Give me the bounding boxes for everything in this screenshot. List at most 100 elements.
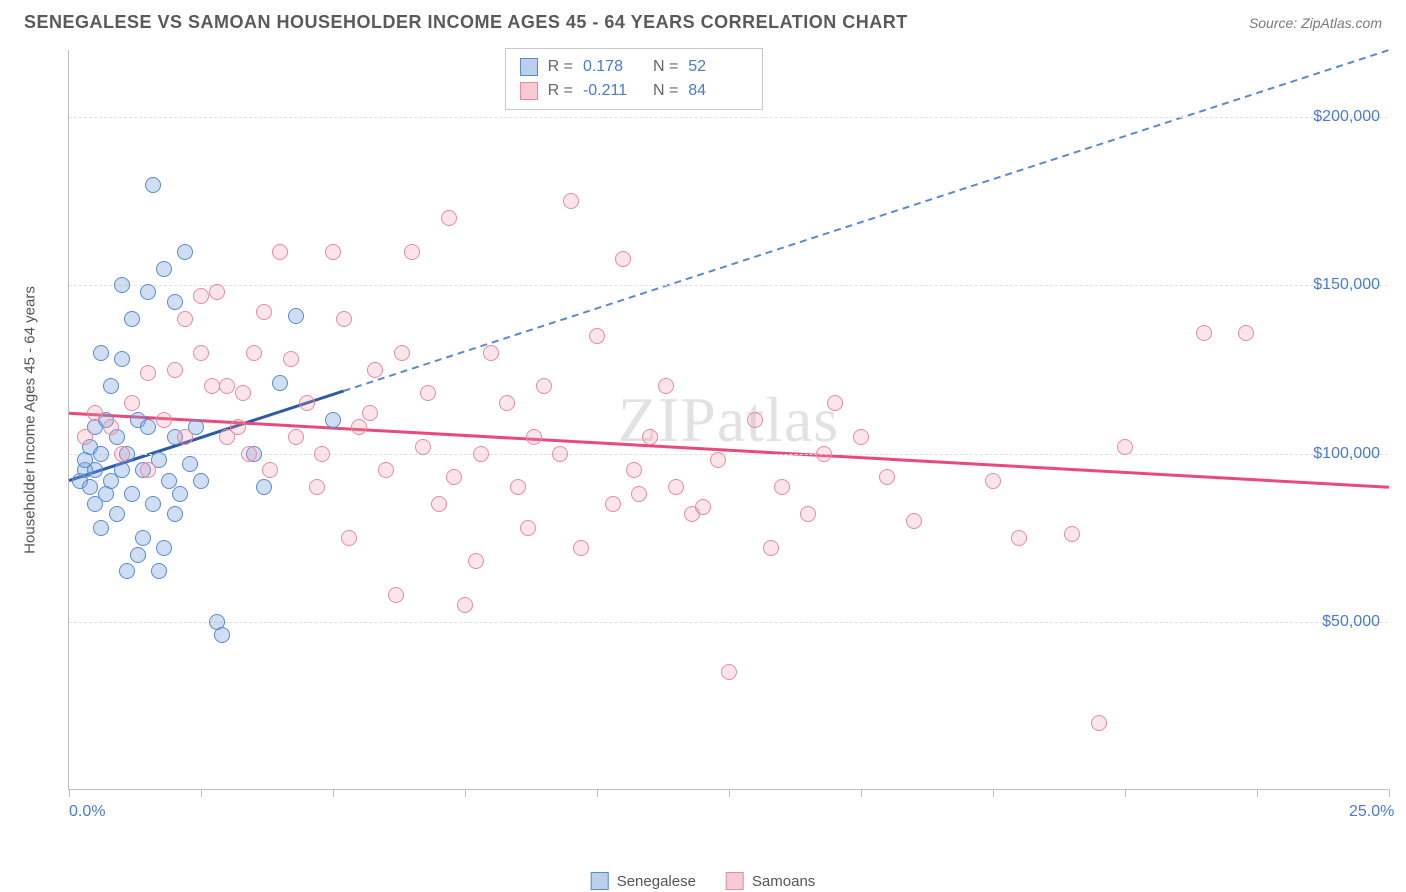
data-point — [124, 311, 140, 327]
data-point — [473, 446, 489, 462]
data-point — [87, 462, 103, 478]
data-point — [827, 395, 843, 411]
x-tick — [1125, 789, 1126, 797]
data-point — [272, 375, 288, 391]
data-point — [378, 462, 394, 478]
data-point — [145, 496, 161, 512]
data-point — [177, 429, 193, 445]
data-point — [299, 395, 315, 411]
data-point — [246, 345, 262, 361]
data-point — [93, 345, 109, 361]
x-tick — [1257, 789, 1258, 797]
data-point — [457, 597, 473, 613]
stats-row: R = 0.178N = 52 — [520, 55, 749, 79]
gridline — [69, 454, 1388, 455]
swatch-icon — [591, 872, 609, 890]
x-tick — [597, 789, 598, 797]
data-point — [1064, 526, 1080, 542]
data-point — [388, 587, 404, 603]
data-point — [879, 469, 895, 485]
data-point — [156, 412, 172, 428]
data-point — [288, 429, 304, 445]
data-point — [325, 412, 341, 428]
data-point — [415, 439, 431, 455]
data-point — [483, 345, 499, 361]
legend-item-senegalese: Senegalese — [591, 872, 696, 890]
x-tick-label: 25.0% — [1349, 803, 1394, 821]
stats-row: R = -0.211N = 84 — [520, 79, 749, 103]
data-point — [219, 429, 235, 445]
data-point — [288, 308, 304, 324]
data-point — [109, 506, 125, 522]
data-point — [177, 311, 193, 327]
data-point — [256, 479, 272, 495]
data-point — [563, 193, 579, 209]
gridline — [69, 622, 1388, 623]
data-point — [468, 553, 484, 569]
data-point — [114, 277, 130, 293]
x-tick — [993, 789, 994, 797]
data-point — [204, 378, 220, 394]
data-point — [1117, 439, 1133, 455]
data-point — [668, 479, 684, 495]
data-point — [763, 540, 779, 556]
legend-item-samoans: Samoans — [726, 872, 815, 890]
data-point — [499, 395, 515, 411]
data-point — [510, 479, 526, 495]
data-point — [658, 378, 674, 394]
data-point — [589, 328, 605, 344]
data-point — [800, 506, 816, 522]
data-point — [214, 627, 230, 643]
data-point — [182, 456, 198, 472]
data-point — [114, 351, 130, 367]
data-point — [235, 385, 251, 401]
data-point — [309, 479, 325, 495]
data-point — [193, 345, 209, 361]
data-point — [119, 563, 135, 579]
data-point — [695, 499, 711, 515]
data-point — [552, 446, 568, 462]
legend-label: Senegalese — [617, 873, 696, 890]
data-point — [710, 452, 726, 468]
y-axis-title: Householder Income Ages 45 - 64 years — [22, 286, 39, 554]
data-point — [362, 405, 378, 421]
data-point — [816, 446, 832, 462]
x-tick — [201, 789, 202, 797]
data-point — [325, 244, 341, 260]
data-point — [985, 473, 1001, 489]
data-point — [721, 664, 737, 680]
data-point — [77, 429, 93, 445]
data-point — [140, 462, 156, 478]
scatter-plot: ZIPatlas R = 0.178N = 52R = -0.211N = 84… — [68, 50, 1388, 790]
data-point — [219, 378, 235, 394]
data-point — [135, 530, 151, 546]
swatch-icon — [520, 82, 538, 100]
data-point — [140, 419, 156, 435]
data-point — [1091, 715, 1107, 731]
data-point — [283, 351, 299, 367]
x-tick-label: 0.0% — [69, 803, 105, 821]
bottom-legend: Senegalese Samoans — [591, 872, 816, 890]
data-point — [1196, 325, 1212, 341]
chart-area: Householder Income Ages 45 - 64 years ZI… — [50, 50, 1390, 790]
y-tick-label: $50,000 — [1322, 613, 1380, 631]
data-point — [1238, 325, 1254, 341]
data-point — [615, 251, 631, 267]
x-tick — [333, 789, 334, 797]
data-point — [1011, 530, 1027, 546]
data-point — [103, 419, 119, 435]
data-point — [209, 284, 225, 300]
data-point — [394, 345, 410, 361]
data-point — [103, 378, 119, 394]
x-tick — [729, 789, 730, 797]
data-point — [536, 378, 552, 394]
data-point — [114, 446, 130, 462]
data-point — [241, 446, 257, 462]
data-point — [520, 520, 536, 536]
trendline-dashed — [344, 50, 1389, 391]
y-tick-label: $150,000 — [1313, 276, 1380, 294]
gridline — [69, 285, 1388, 286]
y-tick-label: $100,000 — [1313, 445, 1380, 463]
source-credit: Source: ZipAtlas.com — [1249, 15, 1382, 31]
data-point — [156, 261, 172, 277]
